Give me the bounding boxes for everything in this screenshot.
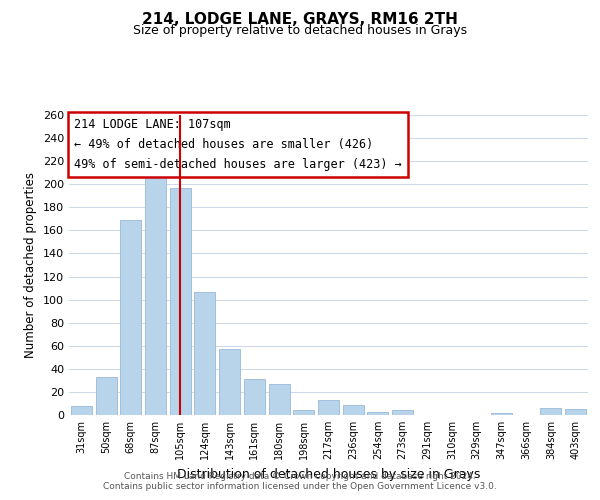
Y-axis label: Number of detached properties: Number of detached properties	[25, 172, 37, 358]
Bar	[170, 188, 191, 415]
Bar	[219, 349, 240, 415]
Bar	[269, 384, 290, 415]
Bar	[71, 406, 92, 415]
Text: Contains HM Land Registry data © Crown copyright and database right 2024.: Contains HM Land Registry data © Crown c…	[124, 472, 476, 481]
Bar	[392, 410, 413, 415]
Bar	[318, 400, 339, 415]
Bar	[145, 178, 166, 415]
Bar	[244, 379, 265, 415]
Text: 214 LODGE LANE: 107sqm
← 49% of detached houses are smaller (426)
49% of semi-de: 214 LODGE LANE: 107sqm ← 49% of detached…	[74, 118, 402, 171]
Text: Size of property relative to detached houses in Grays: Size of property relative to detached ho…	[133, 24, 467, 37]
Bar	[120, 220, 141, 415]
Text: 214, LODGE LANE, GRAYS, RM16 2TH: 214, LODGE LANE, GRAYS, RM16 2TH	[142, 12, 458, 28]
Bar	[194, 292, 215, 415]
Bar	[367, 412, 388, 415]
Bar	[541, 408, 562, 415]
Bar	[293, 410, 314, 415]
Bar	[565, 409, 586, 415]
Bar	[95, 377, 116, 415]
Text: Contains public sector information licensed under the Open Government Licence v3: Contains public sector information licen…	[103, 482, 497, 491]
Bar	[491, 412, 512, 415]
Bar	[343, 404, 364, 415]
X-axis label: Distribution of detached houses by size in Grays: Distribution of detached houses by size …	[177, 468, 480, 480]
